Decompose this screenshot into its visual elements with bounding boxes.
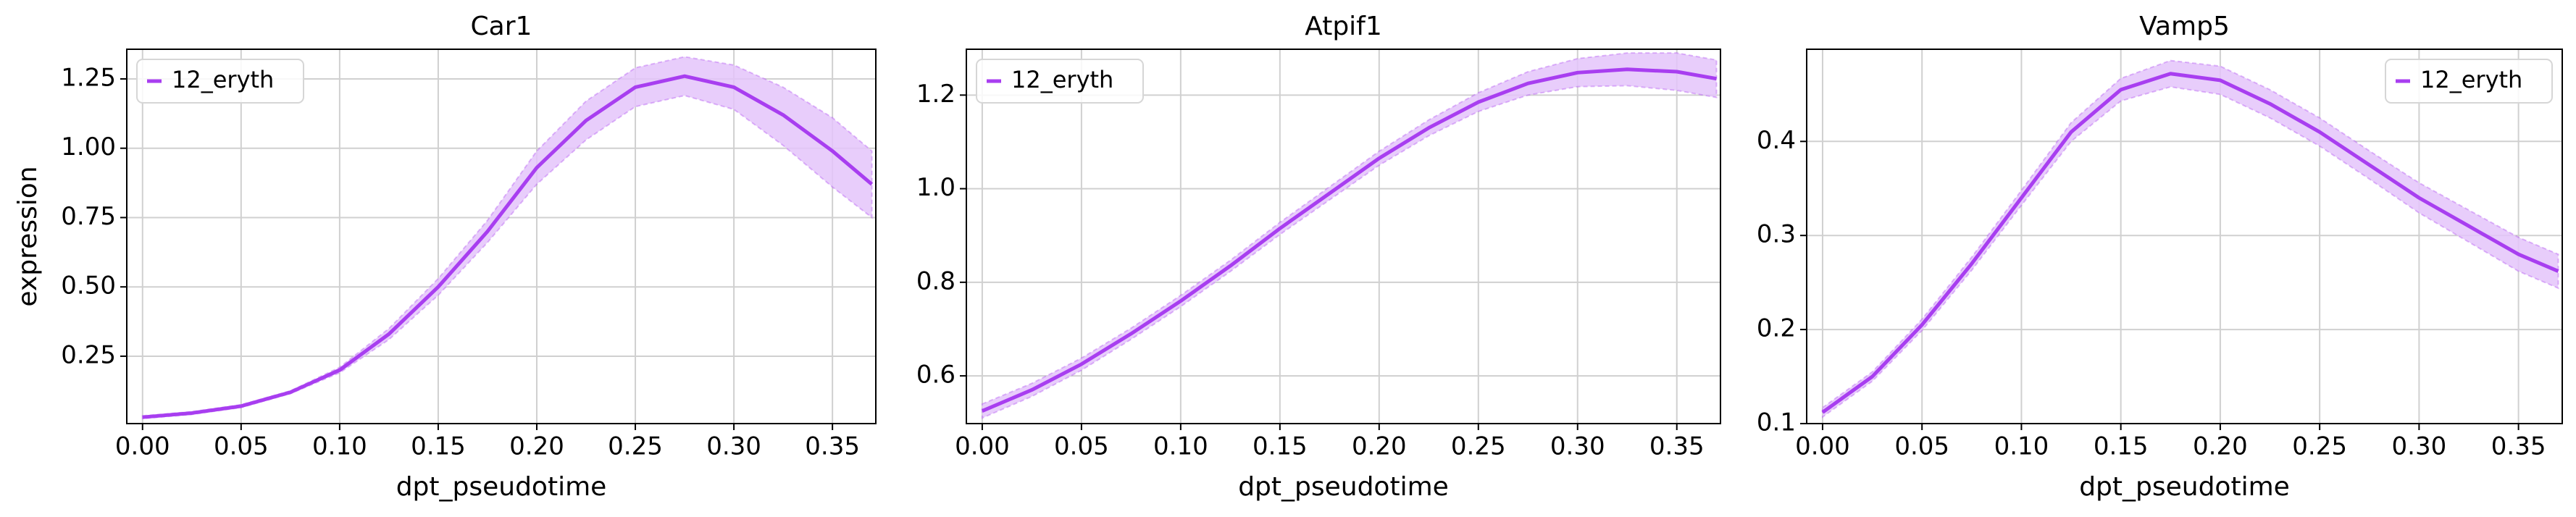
- x-tick-label: 0.25: [2292, 432, 2347, 461]
- x-tick-label: 0.10: [312, 432, 367, 461]
- y-tick-label: 1.0: [916, 173, 955, 202]
- x-tick-label: 0.20: [1352, 432, 1407, 461]
- line: [1821, 72, 2559, 414]
- y-axis-label: expression: [13, 166, 43, 306]
- confidence-band: [141, 56, 873, 420]
- line: [142, 74, 874, 419]
- x-tick-label: 0.00: [1795, 432, 1850, 461]
- x-tick-label: 0.00: [955, 432, 1010, 461]
- legend-label: 12_eryth: [172, 66, 274, 93]
- plot-frame: [126, 49, 877, 424]
- chart-title: Atpif1: [1305, 12, 1382, 41]
- y-tick-label: 0.50: [61, 272, 116, 300]
- y-tick-label: 0.4: [1757, 126, 1796, 155]
- x-tick-label: 0.10: [1994, 432, 2049, 461]
- plot-area: [1807, 49, 2562, 424]
- x-tick-label: 0.00: [115, 432, 170, 461]
- y-tick-label: 0.75: [61, 202, 116, 231]
- legend-box: [136, 59, 304, 104]
- x-tick-label: 0.25: [1451, 432, 1506, 461]
- confidence-band: [981, 52, 1718, 419]
- x-tick-label: 0.05: [1054, 432, 1109, 461]
- y-tick-label: 0.8: [916, 266, 955, 295]
- x-tick-label: 0.05: [214, 432, 269, 461]
- x-tick-label: 0.20: [509, 432, 564, 461]
- x-tick-label: 0.35: [2491, 432, 2546, 461]
- line: [981, 67, 1717, 413]
- x-tick-label: 0.35: [805, 432, 860, 461]
- x-tick-label: 0.30: [1550, 432, 1605, 461]
- chart-title: Vamp5: [2139, 12, 2230, 41]
- y-tick-label: 0.25: [61, 340, 116, 369]
- legend-box: [976, 59, 1144, 104]
- confidence-band: [1821, 59, 2559, 419]
- x-tick-label: 0.15: [411, 432, 466, 461]
- x-tick-label: 0.15: [1253, 432, 1308, 461]
- y-tick-label: 0.6: [916, 361, 955, 390]
- legend-box: [2385, 59, 2553, 104]
- x-tick-label: 0.35: [1649, 432, 1705, 461]
- plot-frame: [966, 49, 1721, 424]
- chart-title: Car1: [471, 12, 532, 41]
- plot-frame: [1806, 49, 2563, 424]
- x-tick-label: 0.20: [2193, 432, 2248, 461]
- x-tick-label: 0.25: [608, 432, 663, 461]
- legend-label: 12_eryth: [2420, 66, 2522, 93]
- x-axis-label: dpt_pseudotime: [1238, 472, 1449, 502]
- x-tick-label: 0.05: [1894, 432, 1949, 461]
- y-tick-label: 0.1: [1757, 408, 1796, 437]
- x-tick-label: 0.30: [2392, 432, 2447, 461]
- y-tick-label: 1.00: [61, 133, 116, 161]
- y-tick-label: 0.3: [1757, 220, 1796, 249]
- y-tick-label: 0.2: [1757, 314, 1796, 343]
- x-tick-label: 0.30: [706, 432, 761, 461]
- x-tick-label: 0.15: [2094, 432, 2149, 461]
- y-tick-label: 1.2: [916, 80, 955, 109]
- y-tick-label: 1.25: [61, 63, 116, 92]
- x-tick-label: 0.10: [1153, 432, 1208, 461]
- legend-label: 12_eryth: [1011, 66, 1113, 93]
- x-axis-label: dpt_pseudotime: [396, 472, 607, 502]
- x-axis-label: dpt_pseudotime: [2079, 472, 2290, 502]
